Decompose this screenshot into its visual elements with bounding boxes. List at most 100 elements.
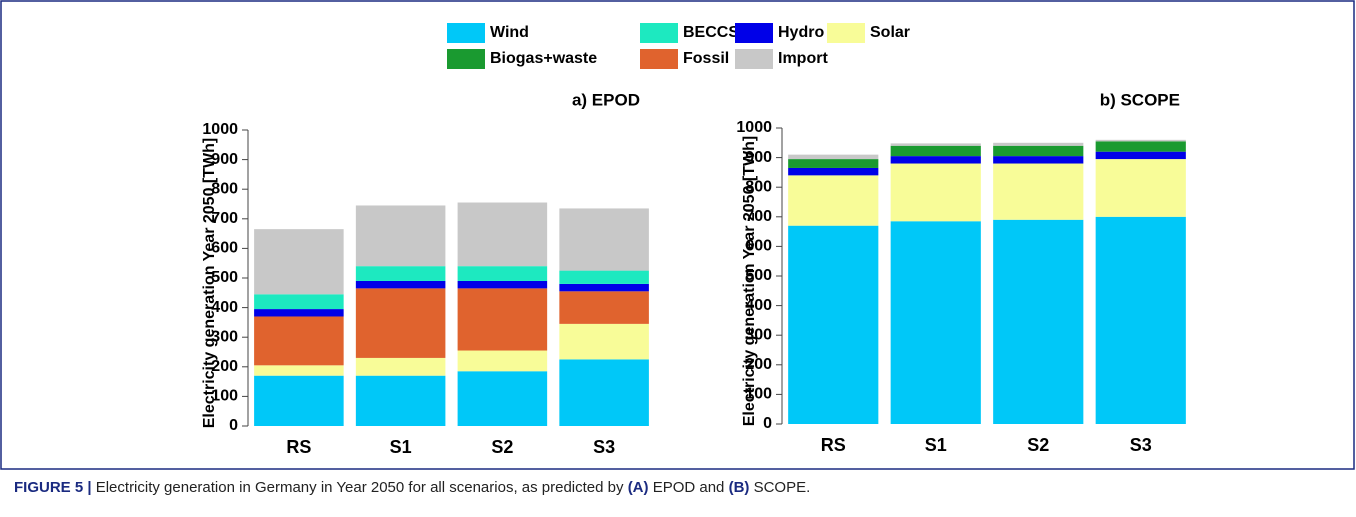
bar-segment: [355, 266, 446, 281]
y-tick-label: 1000: [202, 121, 238, 138]
legend-swatch: [827, 23, 865, 43]
legend-swatch: [447, 49, 485, 69]
caption-text: (B): [728, 479, 750, 496]
bar-segment: [457, 280, 548, 289]
bar-segment: [788, 159, 879, 168]
y-axis-title: Electricity generation Year 2050 [TWh]: [201, 138, 218, 428]
bar-segment: [559, 291, 649, 324]
legend-label: Hydro: [778, 24, 824, 41]
y-tick-label: 0: [229, 417, 238, 434]
bar-segment: [254, 375, 344, 426]
bar-segment: [457, 371, 548, 426]
caption: FIGURE 5 | Electricity generation in Ger…: [14, 479, 810, 496]
y-tick-label: 300: [745, 326, 772, 343]
legend-swatch: [735, 23, 773, 43]
y-tick-label: 100: [211, 388, 238, 405]
y-tick-label: 800: [745, 178, 772, 195]
legend-label: Wind: [490, 24, 529, 41]
y-tick-label: 0: [763, 415, 772, 432]
bar-segment: [559, 270, 649, 284]
y-tick-label: 400: [745, 297, 772, 314]
bar-segment: [559, 323, 649, 360]
bar-segment: [788, 175, 879, 226]
panel-title: b) SCOPE: [1100, 90, 1180, 109]
bar-segment: [559, 208, 649, 271]
bar-segment: [993, 142, 1084, 146]
bar-segment: [890, 156, 981, 164]
bar-segment: [254, 365, 344, 376]
y-tick-label: 200: [745, 356, 772, 373]
bar-segment: [890, 145, 981, 157]
bar-segment: [993, 156, 1084, 164]
y-tick-label: 900: [211, 151, 238, 168]
bar-segment: [355, 357, 446, 376]
x-tick-label: S3: [593, 437, 615, 457]
bar-segment: [457, 350, 548, 372]
y-tick-label: 900: [745, 149, 772, 166]
legend-swatch: [735, 49, 773, 69]
bar-segment: [1095, 141, 1186, 152]
legend-swatch: [640, 49, 678, 69]
bar-segment: [788, 154, 879, 160]
bar-segment: [1095, 159, 1186, 217]
caption-text: EPOD and: [652, 479, 725, 496]
panel-title: a) EPOD: [572, 90, 640, 109]
y-tick-label: 500: [211, 269, 238, 286]
bar-segment: [457, 202, 548, 267]
legend-label: Fossil: [683, 50, 729, 67]
caption-label: FIGURE 5 |: [14, 479, 92, 496]
bar-segment: [254, 316, 344, 366]
bar-segment: [355, 288, 446, 358]
bar-segment: [890, 143, 981, 146]
y-tick-label: 400: [211, 299, 238, 316]
y-tick-label: 300: [211, 328, 238, 345]
y-tick-label: 600: [211, 240, 238, 257]
x-tick-label: S1: [390, 437, 412, 457]
x-tick-label: S1: [925, 435, 947, 455]
bar-segment: [457, 288, 548, 351]
x-tick-label: S3: [1130, 435, 1152, 455]
bar-segment: [993, 145, 1084, 157]
x-tick-label: RS: [286, 437, 311, 457]
bar-segment: [355, 205, 446, 267]
bar-segment: [788, 225, 879, 424]
caption-text: (A): [627, 479, 649, 496]
bar-segment: [890, 163, 981, 222]
bar-segment: [355, 375, 446, 426]
x-tick-label: S2: [491, 437, 513, 457]
y-tick-label: 200: [211, 358, 238, 375]
bar-segment: [993, 163, 1084, 220]
bar-segment: [559, 283, 649, 292]
bar-segment: [1095, 139, 1186, 142]
y-tick-label: 1000: [736, 119, 772, 136]
bar-segment: [254, 309, 344, 317]
x-tick-label: S2: [1027, 435, 1049, 455]
bar-segment: [1095, 151, 1186, 160]
figure: Wind BECCS Hydro Solar Biogas+waste Fossil Imp…: [0, 0, 1355, 470]
frame: [0, 0, 1355, 470]
legend-label: Biogas+waste: [490, 50, 597, 67]
legend-label: Import: [778, 50, 828, 67]
y-tick-label: 700: [745, 208, 772, 225]
legend-label: BECCS: [683, 24, 739, 41]
y-tick-label: 500: [745, 267, 772, 284]
y-tick-label: 100: [745, 386, 772, 403]
bar-segment: [559, 359, 649, 426]
bar-segment: [254, 229, 344, 295]
y-tick-label: 800: [211, 180, 238, 197]
bar-segment: [254, 294, 344, 310]
bar-segment: [1095, 216, 1186, 424]
y-axis-title: Electricity generation Year 2050 [TWh]: [741, 136, 758, 426]
caption-text: Electricity generation in Germany in Yea…: [95, 479, 624, 496]
legend-label: Solar: [870, 24, 910, 41]
x-tick-label: RS: [821, 435, 846, 455]
bar-segment: [457, 266, 548, 281]
bar-segment: [993, 219, 1084, 424]
y-tick-label: 700: [211, 210, 238, 227]
caption-text: SCOPE.: [753, 479, 811, 496]
bar-segment: [890, 221, 981, 424]
bar-segment: [788, 167, 879, 176]
y-tick-label: 600: [745, 238, 772, 255]
bar-segment: [355, 280, 446, 289]
